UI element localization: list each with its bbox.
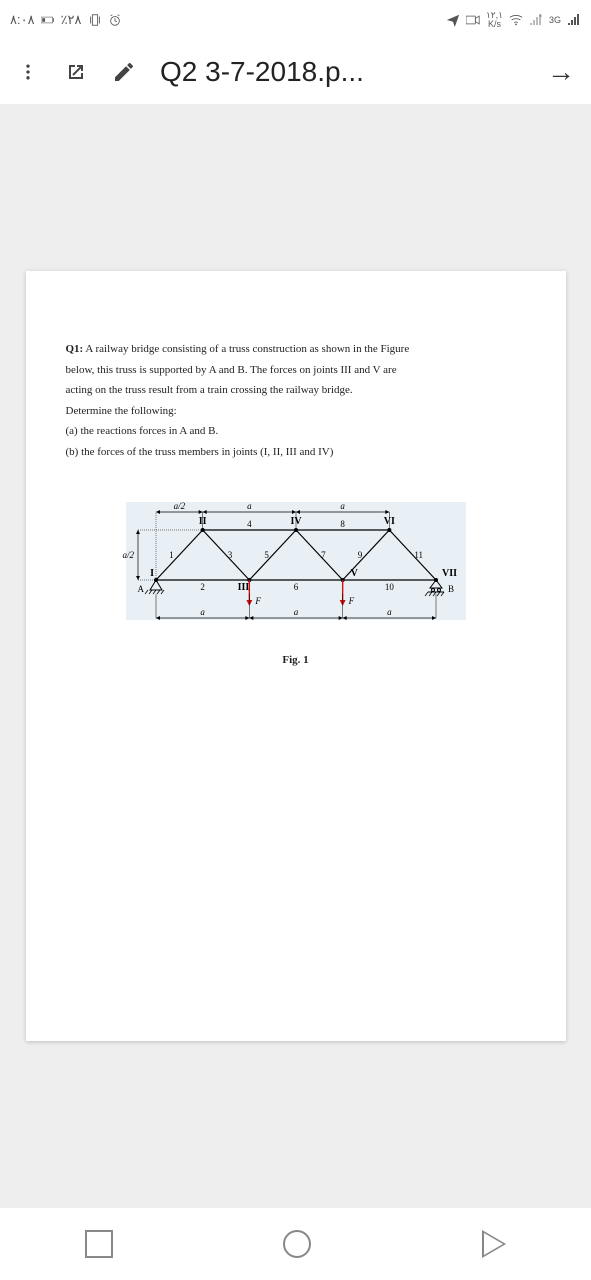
- back-arrow-icon[interactable]: →: [547, 56, 575, 88]
- status-bar: ٨:٠٨ ٪٢٨ ١٢,١ K/s × 3G: [0, 0, 591, 40]
- document-viewer[interactable]: Q1: A railway bridge consisting of a tru…: [0, 104, 591, 1208]
- open-external-icon[interactable]: [64, 60, 88, 84]
- svg-text:6: 6: [293, 582, 298, 592]
- signal-icon-2: [567, 13, 581, 27]
- more-vert-icon[interactable]: [16, 60, 40, 84]
- svg-text:V: V: [350, 568, 358, 579]
- svg-text:a: a: [340, 501, 345, 511]
- system-nav-bar: [0, 1208, 591, 1280]
- app-bar: Q2 3-7-2018.p... →: [0, 40, 591, 104]
- svg-text:8: 8: [340, 519, 345, 529]
- svg-text:7: 7: [321, 550, 326, 560]
- svg-text:VII: VII: [442, 568, 457, 579]
- pdf-page: Q1: A railway bridge consisting of a tru…: [26, 271, 566, 1041]
- svg-text:3: 3: [227, 550, 232, 560]
- svg-text:a: a: [293, 607, 298, 617]
- svg-text:A: A: [137, 584, 144, 594]
- svg-text:2: 2: [200, 582, 205, 592]
- send-icon: [446, 13, 460, 27]
- q1-text-4: Determine the following:: [66, 403, 526, 420]
- q1-label: Q1:: [66, 343, 84, 355]
- truss-diagram: 1234567891011IIIIVVIIIIIVVIABFFa/2aaa/2a…: [106, 490, 486, 640]
- svg-text:a/2: a/2: [173, 501, 185, 511]
- svg-text:10: 10: [384, 582, 394, 592]
- svg-text:B: B: [448, 584, 454, 594]
- svg-text:F: F: [254, 596, 261, 606]
- back-button[interactable]: [482, 1230, 506, 1258]
- wifi-icon: [509, 13, 523, 27]
- battery-icon: [41, 13, 55, 27]
- recent-apps-button[interactable]: [85, 1230, 113, 1258]
- q1-text-3: acting on the truss result from a train …: [66, 382, 526, 399]
- status-right: ١٢,١ K/s × 3G: [446, 11, 581, 29]
- svg-text:IV: IV: [290, 516, 302, 527]
- home-button[interactable]: [283, 1230, 311, 1258]
- q1-a: (a) the reactions forces in A and B.: [66, 423, 526, 440]
- status-left: ٨:٠٨ ٪٢٨: [10, 12, 122, 28]
- document-title: Q2 3-7-2018.p...: [160, 56, 523, 88]
- q1-text-2: below, this truss is supported by A and …: [66, 362, 526, 379]
- svg-text:a/2: a/2: [122, 550, 134, 560]
- net-speed: ١٢,١ K/s: [486, 11, 503, 29]
- svg-text:5: 5: [264, 550, 269, 560]
- svg-text:9: 9: [357, 550, 362, 560]
- svg-text:a: a: [247, 501, 252, 511]
- battery-pct: ٪٢٨: [61, 12, 82, 28]
- svg-text:F: F: [347, 596, 354, 606]
- figure-wrap: 1234567891011IIIIVVIIIIIVVIABFFa/2aaa/2a…: [66, 490, 526, 668]
- q1-b: (b) the forces of the truss members in j…: [66, 444, 526, 461]
- edit-icon[interactable]: [112, 60, 136, 84]
- net-label: 3G: [549, 15, 561, 25]
- figure-caption: Fig. 1: [66, 652, 526, 669]
- svg-text:a: a: [200, 607, 205, 617]
- svg-text:I: I: [150, 568, 154, 579]
- video-icon: [466, 13, 480, 27]
- svg-text:×: ×: [539, 14, 542, 20]
- q1-text-1: A railway bridge consisting of a truss c…: [85, 343, 409, 355]
- speed-unit: K/s: [486, 20, 503, 29]
- svg-text:1: 1: [169, 550, 174, 560]
- svg-text:4: 4: [247, 519, 252, 529]
- svg-text:11: 11: [414, 550, 423, 560]
- svg-text:a: a: [387, 607, 392, 617]
- signal-icon-1: ×: [529, 13, 543, 27]
- vibrate-icon: [88, 13, 102, 27]
- clock-text: ٨:٠٨: [10, 12, 35, 28]
- svg-text:III: III: [237, 582, 249, 593]
- alarm-icon: [108, 13, 122, 27]
